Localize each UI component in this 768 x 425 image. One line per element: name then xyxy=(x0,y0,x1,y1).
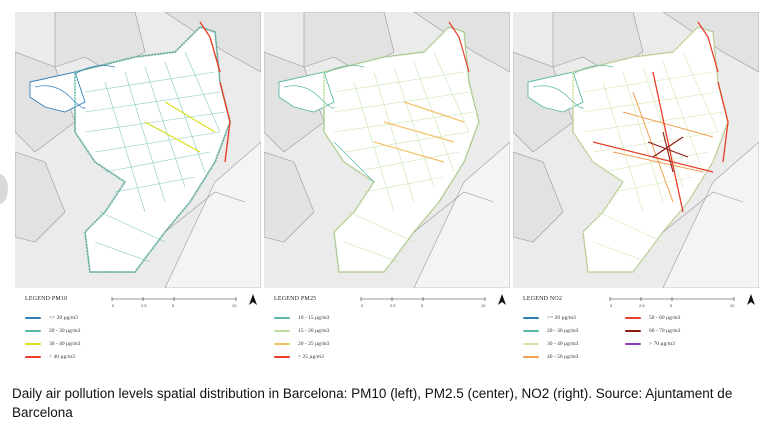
legend-label: 15 - 20 µg/m3 xyxy=(298,328,330,334)
map-pm25-svg xyxy=(264,12,510,288)
panel-pm25: LEGEND PM25 0 2.5 5 10 10 - 15 µg/m3 15 … xyxy=(264,12,510,379)
legend-swatch xyxy=(274,317,290,319)
legend-item: > 70 µg/m3 xyxy=(625,339,675,349)
north-arrow-icon xyxy=(498,294,506,305)
legend-swatch xyxy=(25,330,41,332)
slider-edge-control[interactable] xyxy=(0,174,8,204)
legend-label: 30 - 40 µg/m3 xyxy=(49,341,81,347)
legend-label: 50 - 60 µg/m3 xyxy=(649,315,681,321)
legend-label: > 40 µg/m3 xyxy=(49,354,75,360)
legend-swatch xyxy=(274,356,290,358)
scale-bar: 0 2.5 5 10 xyxy=(609,297,735,308)
legend-label: > 70 µg/m3 xyxy=(649,341,675,347)
legend-label: <= 20 µg/m3 xyxy=(547,315,576,321)
legend-label: <= 20 µg/m3 xyxy=(49,315,78,321)
legend-item: > 25 µg/m3 xyxy=(274,352,324,362)
legend-label: 30 - 40 µg/m3 xyxy=(547,341,579,347)
scale-label: 5 xyxy=(172,303,175,308)
legend-item: 40 - 50 µg/m3 xyxy=(523,352,578,362)
north-arrow-icon xyxy=(249,294,257,305)
legend-label: 60 - 70 µg/m3 xyxy=(649,328,681,334)
legend-swatch xyxy=(523,343,539,345)
scale-label: 10 xyxy=(232,303,237,308)
legend-label: 20 - 30 µg/m3 xyxy=(547,328,579,334)
legend-swatch xyxy=(523,317,539,319)
map-pm10 xyxy=(15,12,261,288)
legend-item: <= 20 µg/m3 xyxy=(25,313,78,323)
map-pm25 xyxy=(264,12,510,288)
legend-swatch xyxy=(25,356,41,358)
scale-label: 0 xyxy=(112,303,115,308)
legend-item: 30 - 40 µg/m3 xyxy=(25,339,80,349)
scale-label: 2.5 xyxy=(639,303,645,308)
map-no2-svg xyxy=(513,12,759,288)
legend-swatch xyxy=(25,343,41,345)
legend-item: 20 - 30 µg/m3 xyxy=(25,326,80,336)
legend-label: > 25 µg/m3 xyxy=(298,354,324,360)
legend-swatch xyxy=(625,343,641,345)
legend-swatch xyxy=(274,330,290,332)
legend-swatch xyxy=(625,317,641,319)
legend-item: 50 - 60 µg/m3 xyxy=(625,313,680,323)
legend-swatch xyxy=(523,356,539,358)
scale-label: 0 xyxy=(361,303,364,308)
legend-swatch xyxy=(523,330,539,332)
legend-title: LEGEND NO2 xyxy=(523,296,563,302)
scale-label: 2.5 xyxy=(390,303,396,308)
north-arrow-icon xyxy=(747,294,755,305)
scale-bar: 0 2.5 5 10 xyxy=(360,297,486,308)
legend-label: 10 - 15 µg/m3 xyxy=(298,315,330,321)
legend-label: 40 - 50 µg/m3 xyxy=(547,354,579,360)
legend-label: 20 - 25 µg/m3 xyxy=(298,341,330,347)
legend-item: 20 - 30 µg/m3 xyxy=(523,326,578,336)
panel-no2: LEGEND NO2 0 2.5 5 10 <= 20 µg/m3 20 - 3… xyxy=(513,12,759,379)
scale-label: 5 xyxy=(421,303,424,308)
map-no2 xyxy=(513,12,759,288)
scale-bar: 0 2.5 5 10 xyxy=(111,297,237,308)
legend-item: 15 - 20 µg/m3 xyxy=(274,326,329,336)
scale-label: 5 xyxy=(670,303,673,308)
legend-title: LEGEND PM10 xyxy=(25,296,68,302)
scale-label: 10 xyxy=(730,303,735,308)
legend-item: 10 - 15 µg/m3 xyxy=(274,313,329,323)
legend-item: 30 - 40 µg/m3 xyxy=(523,339,578,349)
legend-item: 20 - 25 µg/m3 xyxy=(274,339,329,349)
legend-swatch xyxy=(274,343,290,345)
map-pm10-svg xyxy=(15,12,261,288)
legend-swatch xyxy=(25,317,41,319)
legend-item: 60 - 70 µg/m3 xyxy=(625,326,680,336)
scale-label: 2.5 xyxy=(141,303,147,308)
legend-swatch xyxy=(625,330,641,332)
legend-title: LEGEND PM25 xyxy=(274,296,317,302)
legend-item: <= 20 µg/m3 xyxy=(523,313,576,323)
figure-caption: Daily air pollution levels spatial distr… xyxy=(12,386,733,420)
panel-pm10: LEGEND PM10 0 2.5 5 10 <= 20 µg/m3 20 - … xyxy=(15,12,261,379)
legend-label: 20 - 30 µg/m3 xyxy=(49,328,81,334)
scale-label: 0 xyxy=(610,303,613,308)
scale-label: 10 xyxy=(481,303,486,308)
legend-item: > 40 µg/m3 xyxy=(25,352,75,362)
